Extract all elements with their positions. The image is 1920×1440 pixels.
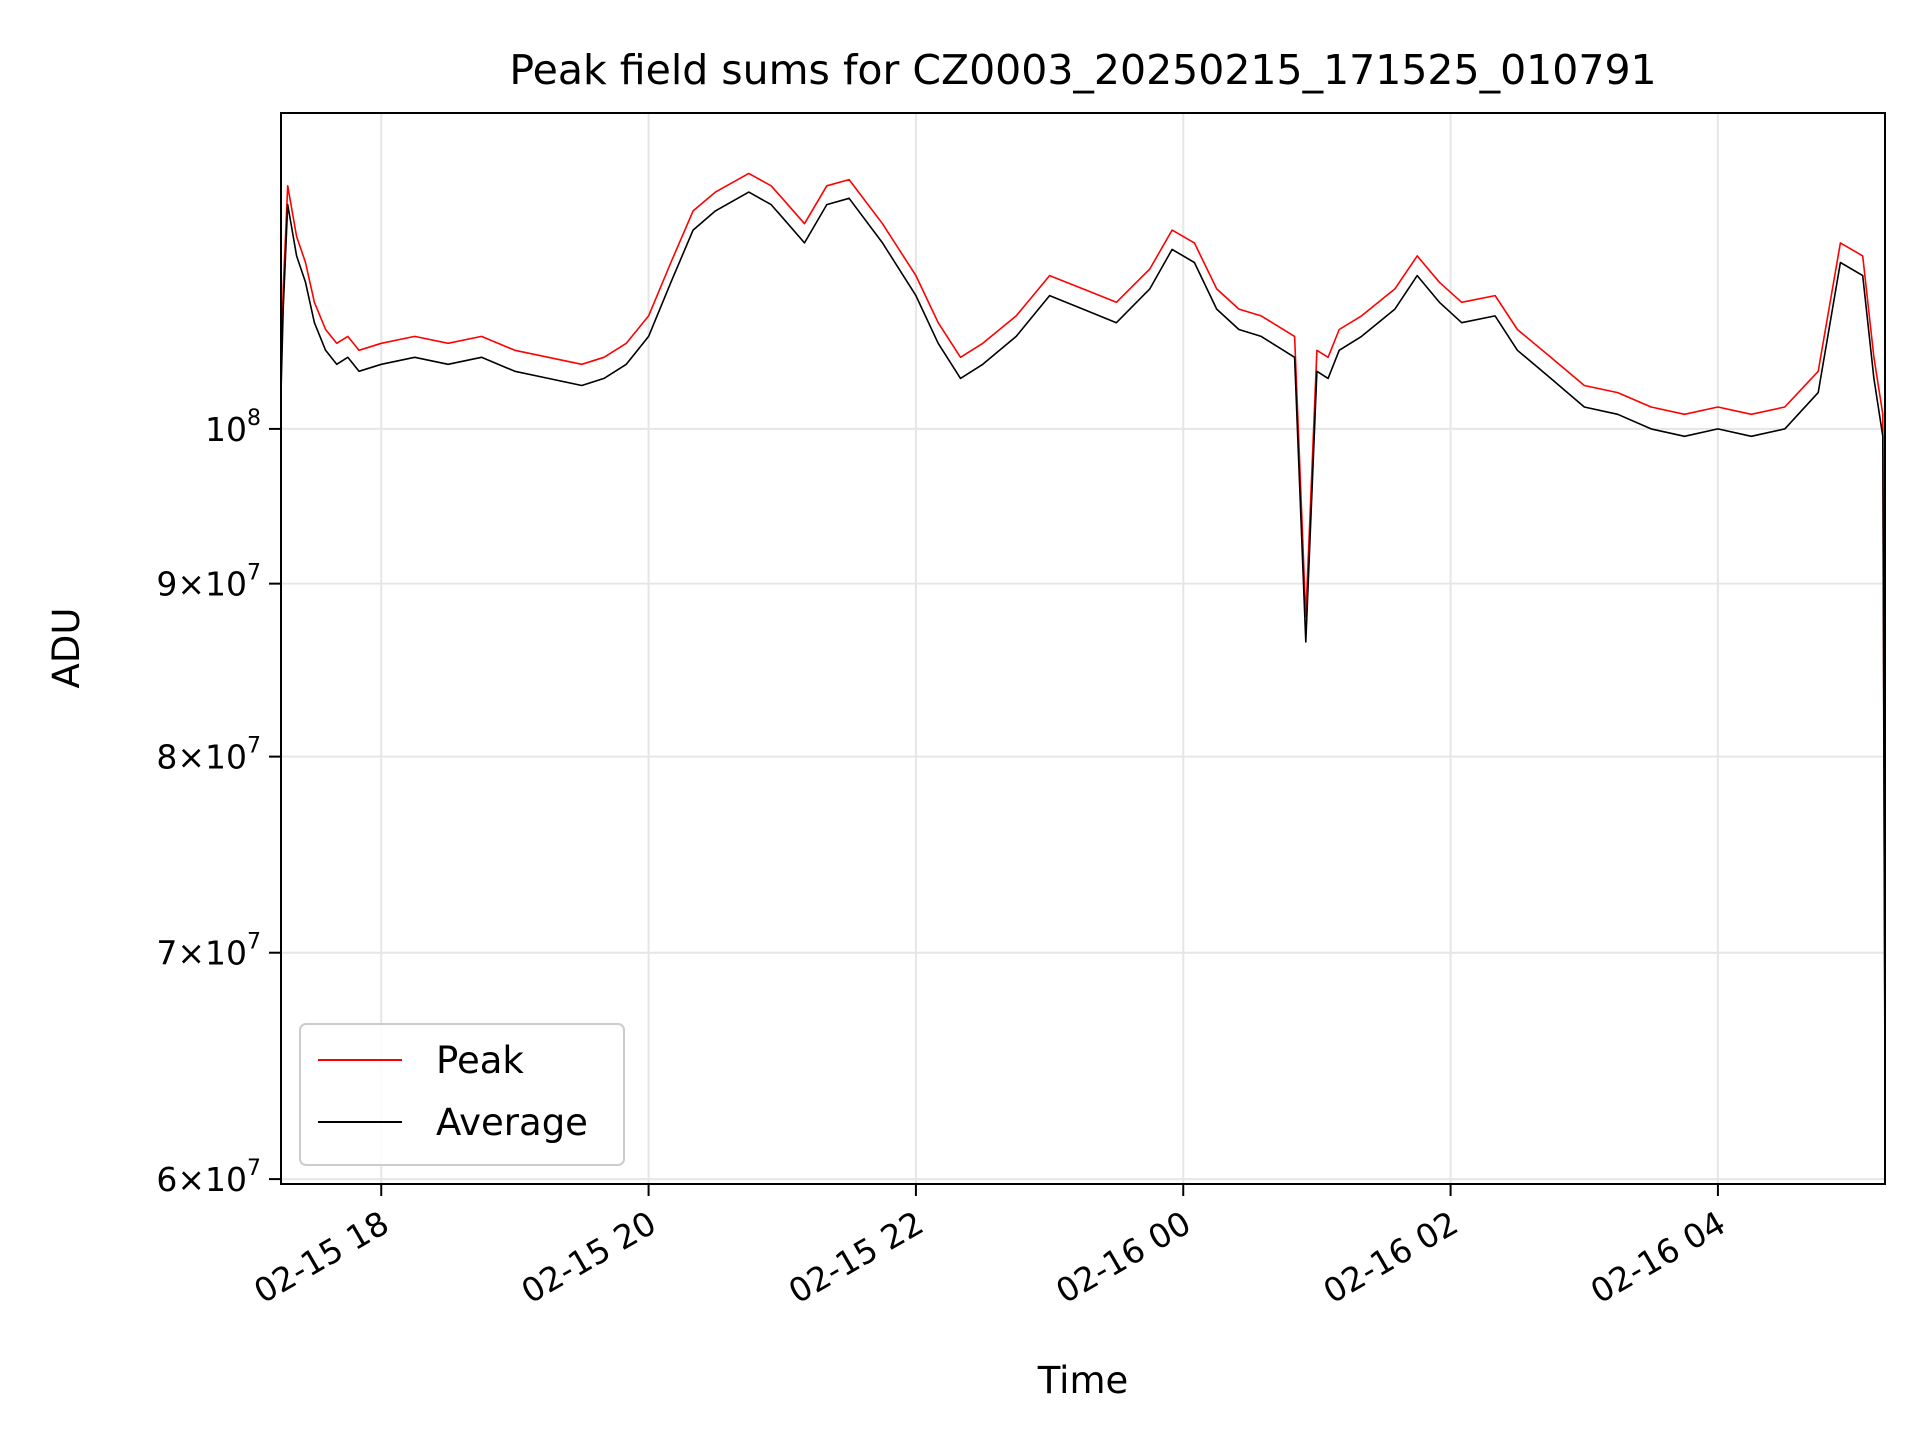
y-axis-label: ADU [45, 608, 88, 689]
series-line-peak [280, 172, 1886, 1062]
legend-label-average: Average [436, 1101, 588, 1144]
y-tick-label: 9×107 [156, 561, 261, 604]
y-tick-label: 7×107 [156, 930, 261, 973]
y-tick-label: 6×107 [156, 1156, 261, 1199]
chart-title: Peak field sums for CZ0003_20250215_1715… [509, 46, 1656, 94]
series-line-average [280, 191, 1886, 1085]
y-axis: 6×107 7×107 8×107 9×107 108 [156, 406, 281, 1199]
series-group [280, 172, 1886, 1085]
y-tick-label: 8×107 [156, 734, 261, 777]
plot-frame [280, 112, 1886, 1185]
legend: Peak Average [299, 1023, 625, 1166]
x-axis-label: Time [1037, 1359, 1129, 1402]
grid [281, 113, 1885, 1184]
legend-label-peak: Peak [436, 1039, 524, 1082]
y-tick-label: 108 [205, 406, 261, 449]
